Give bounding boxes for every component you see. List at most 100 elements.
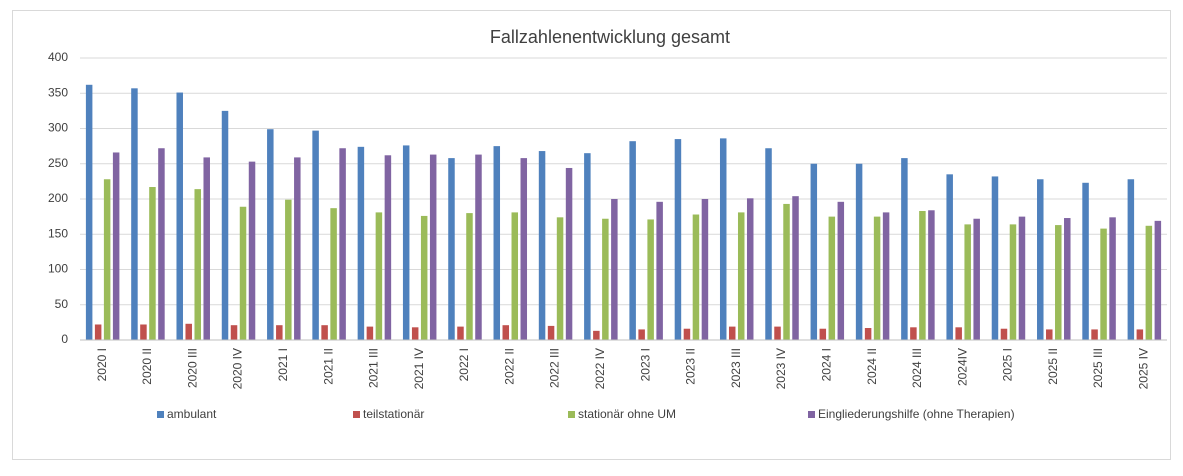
y-tick-label: 0 (61, 332, 68, 346)
bar (638, 329, 645, 340)
legend-label: ambulant (167, 407, 217, 421)
bar (919, 210, 926, 340)
bar (248, 161, 256, 340)
y-tick-label: 250 (48, 156, 68, 170)
bar (556, 217, 564, 340)
bar (901, 158, 908, 340)
bar (294, 157, 301, 340)
bar (339, 148, 346, 340)
bar (719, 138, 727, 340)
x-tick-label: 2024 II (865, 348, 879, 385)
bar (457, 326, 464, 340)
x-tick-label: 2023 IV (774, 348, 788, 389)
bar (828, 216, 836, 340)
bar (221, 110, 229, 340)
bar (1055, 225, 1062, 340)
bar (1100, 228, 1107, 340)
bar (185, 323, 192, 340)
bar (584, 153, 591, 340)
bar (928, 210, 935, 340)
bar (973, 218, 980, 340)
bar (602, 218, 609, 340)
bar (1109, 217, 1116, 340)
legend-label: Eingliederungshilfe (ohne Therapien) (818, 407, 1015, 421)
bar (910, 327, 917, 340)
legend-label: teilstationär (363, 407, 424, 421)
y-tick-label: 350 (48, 85, 68, 99)
x-tick-label: 2023 II (684, 348, 698, 385)
x-tick-label: 2021 IV (412, 348, 426, 389)
bar (855, 163, 863, 340)
bar (783, 203, 790, 340)
bar (746, 198, 754, 340)
bar (647, 219, 654, 340)
x-tick-label: 2023 III (729, 348, 743, 388)
bar (683, 328, 691, 340)
bar (103, 179, 111, 340)
x-tick-label: 2022 IV (593, 348, 607, 389)
bar (656, 201, 663, 340)
y-tick-label: 50 (55, 297, 69, 311)
bar (1082, 182, 1089, 340)
bar (357, 146, 365, 340)
bar (511, 212, 519, 340)
bar (873, 216, 881, 340)
bar (366, 326, 374, 340)
x-tick-label: 2020 I (95, 348, 109, 381)
chart-title: Fallzahlenentwicklung gesamt (490, 27, 730, 47)
bar (475, 154, 482, 340)
legend-swatch (157, 411, 164, 418)
legend-swatch (568, 411, 575, 418)
bar (384, 155, 392, 340)
y-tick-label: 400 (48, 50, 68, 64)
bar (1018, 216, 1026, 340)
bar (1009, 224, 1017, 340)
bar (411, 327, 419, 340)
x-tick-label: 2025 III (1091, 348, 1105, 388)
x-tick-label: 2022 II (502, 348, 516, 385)
bar (176, 92, 183, 340)
bar (285, 199, 292, 340)
bar (538, 151, 546, 340)
bar (1127, 179, 1135, 340)
bar (1145, 225, 1153, 340)
x-tick-label: 2023 I (638, 348, 652, 381)
bar (158, 148, 165, 340)
bar (429, 154, 437, 340)
bar (1046, 329, 1053, 340)
bar (565, 167, 573, 340)
bar (321, 325, 328, 340)
bar (312, 130, 319, 340)
x-tick-label: 2025 II (1046, 348, 1060, 385)
bar (774, 326, 781, 340)
bar (991, 176, 999, 340)
x-tick-label: 2021 I (276, 348, 290, 381)
bar (194, 189, 201, 340)
bar (701, 199, 709, 340)
bar (882, 212, 890, 340)
bar (493, 146, 501, 340)
bar (1037, 179, 1044, 340)
bar (728, 326, 736, 340)
bar (964, 224, 971, 340)
bar (737, 212, 745, 340)
x-tick-label: 2025 I (1001, 348, 1015, 381)
bar (267, 129, 274, 340)
y-tick-label: 200 (48, 191, 68, 205)
bar (1064, 218, 1071, 340)
x-tick-label: 2022 I (457, 348, 471, 381)
bar (420, 215, 428, 340)
legend-label: stationär ohne UM (578, 407, 676, 421)
y-tick-label: 100 (48, 262, 68, 276)
x-tick-label: 2022 III (548, 348, 562, 388)
bar (85, 84, 93, 340)
bar (674, 139, 682, 340)
bar (149, 187, 156, 340)
bar (402, 145, 410, 340)
bar (1091, 329, 1098, 340)
x-tick-label: 2021 III (367, 348, 381, 388)
legend-swatch (353, 411, 360, 418)
bar (837, 201, 845, 340)
bar (230, 325, 238, 340)
